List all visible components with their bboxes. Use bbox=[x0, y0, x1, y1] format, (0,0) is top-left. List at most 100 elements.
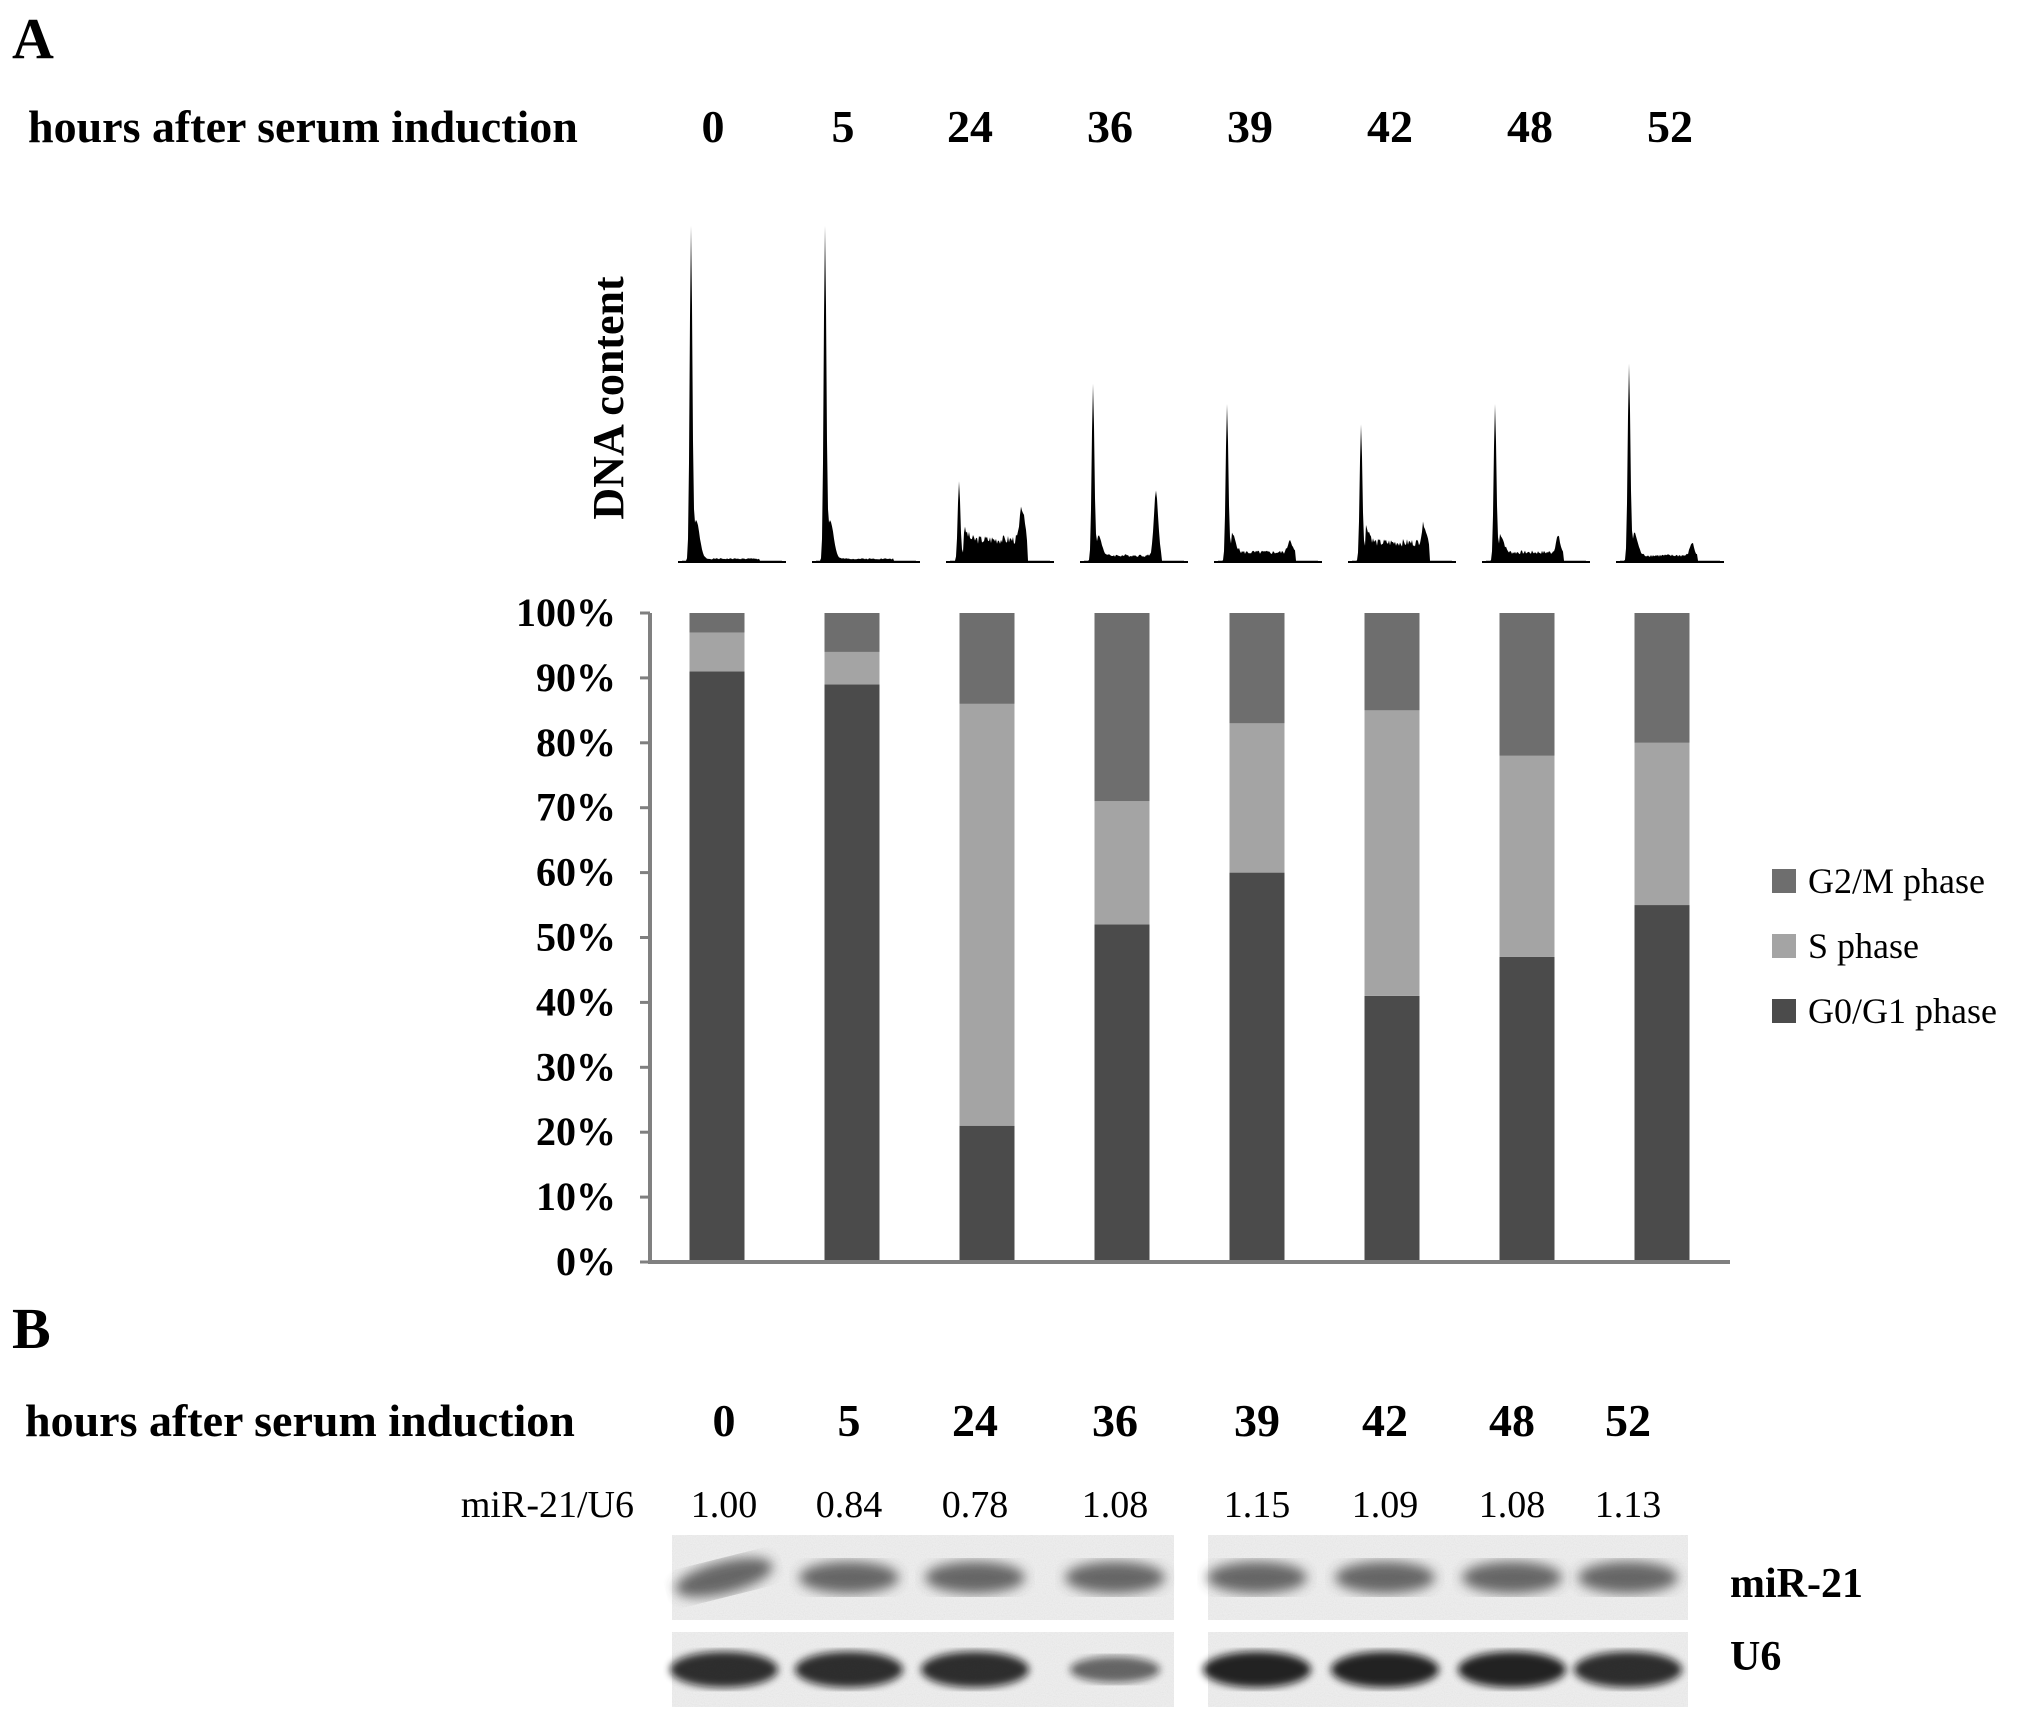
y-tick-label: 20% bbox=[536, 1109, 616, 1154]
ratio-value: 0.78 bbox=[942, 1484, 1009, 1526]
legend-item-g2m: G2/M phase bbox=[1772, 861, 1985, 901]
mir21-band bbox=[1065, 1561, 1165, 1594]
panel-a-hour-label: 24 bbox=[947, 101, 993, 152]
panel-a-hour-label: 42 bbox=[1367, 101, 1413, 152]
panel-a-hour-label: 52 bbox=[1647, 101, 1693, 152]
dna-histogram bbox=[1084, 383, 1184, 562]
blot-mir21-strip bbox=[1207, 1535, 1688, 1620]
y-tick-label: 60% bbox=[536, 850, 616, 895]
panel-a-hour-labels: 0 5 24 36 39 42 48 52 bbox=[702, 101, 1694, 152]
panel-a-hour-label: 39 bbox=[1227, 101, 1273, 152]
y-tick-label: 80% bbox=[536, 720, 616, 765]
u6-band bbox=[1203, 1651, 1311, 1688]
bar-segment-g2m bbox=[689, 613, 745, 633]
dna-histogram bbox=[950, 481, 1050, 562]
bar bbox=[1499, 613, 1555, 1262]
ratio-label: miR-21/U6 bbox=[461, 1484, 634, 1526]
bar bbox=[1364, 613, 1420, 1262]
dna-histogram bbox=[682, 225, 782, 563]
mir21-band bbox=[1578, 1561, 1678, 1594]
panel-b-header-label: hours after serum induction bbox=[25, 1395, 575, 1446]
panel-b-hour-labels: 0 5 24 36 39 42 48 52 bbox=[713, 1395, 1652, 1446]
stacked-bar-chart: 0% 10% 20% 30% 40% 50% 60% 70% 80% 90% 100% bbox=[516, 590, 1730, 1284]
blot-u6-strip bbox=[670, 1632, 1174, 1707]
dna-histogram bbox=[1218, 404, 1318, 562]
bar-segment-g0g1 bbox=[959, 1125, 1015, 1262]
panel-a-hour-label: 5 bbox=[832, 101, 855, 152]
legend-item-s: S phase bbox=[1772, 926, 1919, 966]
panel-b-hour-label: 5 bbox=[838, 1395, 861, 1446]
y-axis-ticks: 0% 10% 20% 30% 40% 50% 60% 70% 80% 90% 100% bbox=[516, 590, 650, 1284]
bar-segment-g0g1 bbox=[689, 671, 745, 1262]
legend-label: G0/G1 phase bbox=[1808, 991, 1997, 1031]
legend-label: G2/M phase bbox=[1808, 861, 1985, 901]
ratio-value: 1.13 bbox=[1595, 1484, 1662, 1526]
u6-band bbox=[1574, 1651, 1682, 1688]
mir21-band bbox=[675, 1557, 773, 1598]
bar-segment-g0g1 bbox=[1094, 924, 1150, 1262]
ratio-value: 0.84 bbox=[816, 1484, 883, 1526]
y-tick-label: 50% bbox=[536, 915, 616, 960]
dna-histogram bbox=[1620, 363, 1720, 562]
y-tick-label: 10% bbox=[536, 1174, 616, 1219]
u6-band bbox=[1070, 1656, 1160, 1683]
bar-segment-g2m bbox=[1364, 613, 1420, 711]
band-label-mir21: miR-21 bbox=[1730, 1561, 1863, 1607]
legend: G2/M phase S phase G0/G1 phase bbox=[1772, 861, 1997, 1031]
mir21-band bbox=[1207, 1561, 1307, 1594]
bar-segment-g0g1 bbox=[1364, 995, 1420, 1262]
panel-b-label: B bbox=[12, 1296, 51, 1361]
y-tick-label: 40% bbox=[536, 979, 616, 1024]
bar bbox=[1229, 613, 1285, 1262]
bar bbox=[824, 613, 880, 1262]
histogram-row bbox=[678, 225, 1724, 563]
bar-segment-g0g1 bbox=[1499, 956, 1555, 1262]
panel-b-hour-label: 48 bbox=[1489, 1395, 1535, 1446]
ratio-value: 1.09 bbox=[1352, 1484, 1419, 1526]
panel-a-hour-label: 36 bbox=[1087, 101, 1133, 152]
bar-segment-s bbox=[1229, 723, 1285, 873]
bar-segment-s bbox=[1364, 710, 1420, 996]
histogram-y-label: DNA content bbox=[584, 276, 633, 520]
panel-a-hour-label: 0 bbox=[702, 101, 725, 152]
bar-segment-g2m bbox=[1094, 613, 1150, 802]
bar-segment-s bbox=[1634, 742, 1690, 906]
bar-segment-g2m bbox=[1229, 613, 1285, 724]
ratio-value: 1.00 bbox=[691, 1484, 758, 1526]
u6-band bbox=[1331, 1651, 1439, 1688]
u6-band bbox=[921, 1651, 1029, 1688]
panel-b-hour-label: 24 bbox=[952, 1395, 998, 1446]
panel-b-hour-label: 36 bbox=[1092, 1395, 1138, 1446]
bar-segment-g2m bbox=[959, 613, 1015, 704]
bar-segment-g0g1 bbox=[1229, 872, 1285, 1262]
bar-segment-s bbox=[1094, 801, 1150, 925]
mir21-band bbox=[1335, 1561, 1435, 1594]
bar-segment-g2m bbox=[1634, 613, 1690, 743]
y-tick-label: 0% bbox=[556, 1239, 616, 1284]
bar bbox=[689, 613, 745, 1262]
legend-label: S phase bbox=[1808, 926, 1919, 966]
ratio-values: 1.00 0.84 0.78 1.08 1.15 1.09 1.08 1.13 bbox=[691, 1484, 1662, 1526]
bar bbox=[959, 613, 1015, 1262]
ratio-value: 1.08 bbox=[1479, 1484, 1546, 1526]
legend-swatch bbox=[1772, 869, 1796, 893]
panel-a-hour-label: 48 bbox=[1507, 101, 1553, 152]
dna-histogram bbox=[816, 225, 916, 563]
legend-swatch bbox=[1772, 934, 1796, 958]
u6-band bbox=[795, 1651, 903, 1688]
band-label-u6: U6 bbox=[1730, 1634, 1781, 1680]
bar-segment-g0g1 bbox=[1634, 905, 1690, 1262]
mir21-band bbox=[1462, 1561, 1562, 1594]
bar-segment-s bbox=[689, 632, 745, 672]
y-tick-label: 70% bbox=[536, 785, 616, 830]
legend-item-g0g1: G0/G1 phase bbox=[1772, 991, 1997, 1031]
u6-band bbox=[1458, 1651, 1566, 1688]
bar-segment-g2m bbox=[1499, 613, 1555, 756]
blot-mir21-strip bbox=[672, 1535, 1174, 1620]
u6-band bbox=[670, 1651, 778, 1688]
panel-b-hour-label: 39 bbox=[1234, 1395, 1280, 1446]
y-tick-label: 100% bbox=[516, 590, 616, 635]
blot-u6-strip bbox=[1203, 1632, 1688, 1707]
panel-b-hour-label: 0 bbox=[713, 1395, 736, 1446]
